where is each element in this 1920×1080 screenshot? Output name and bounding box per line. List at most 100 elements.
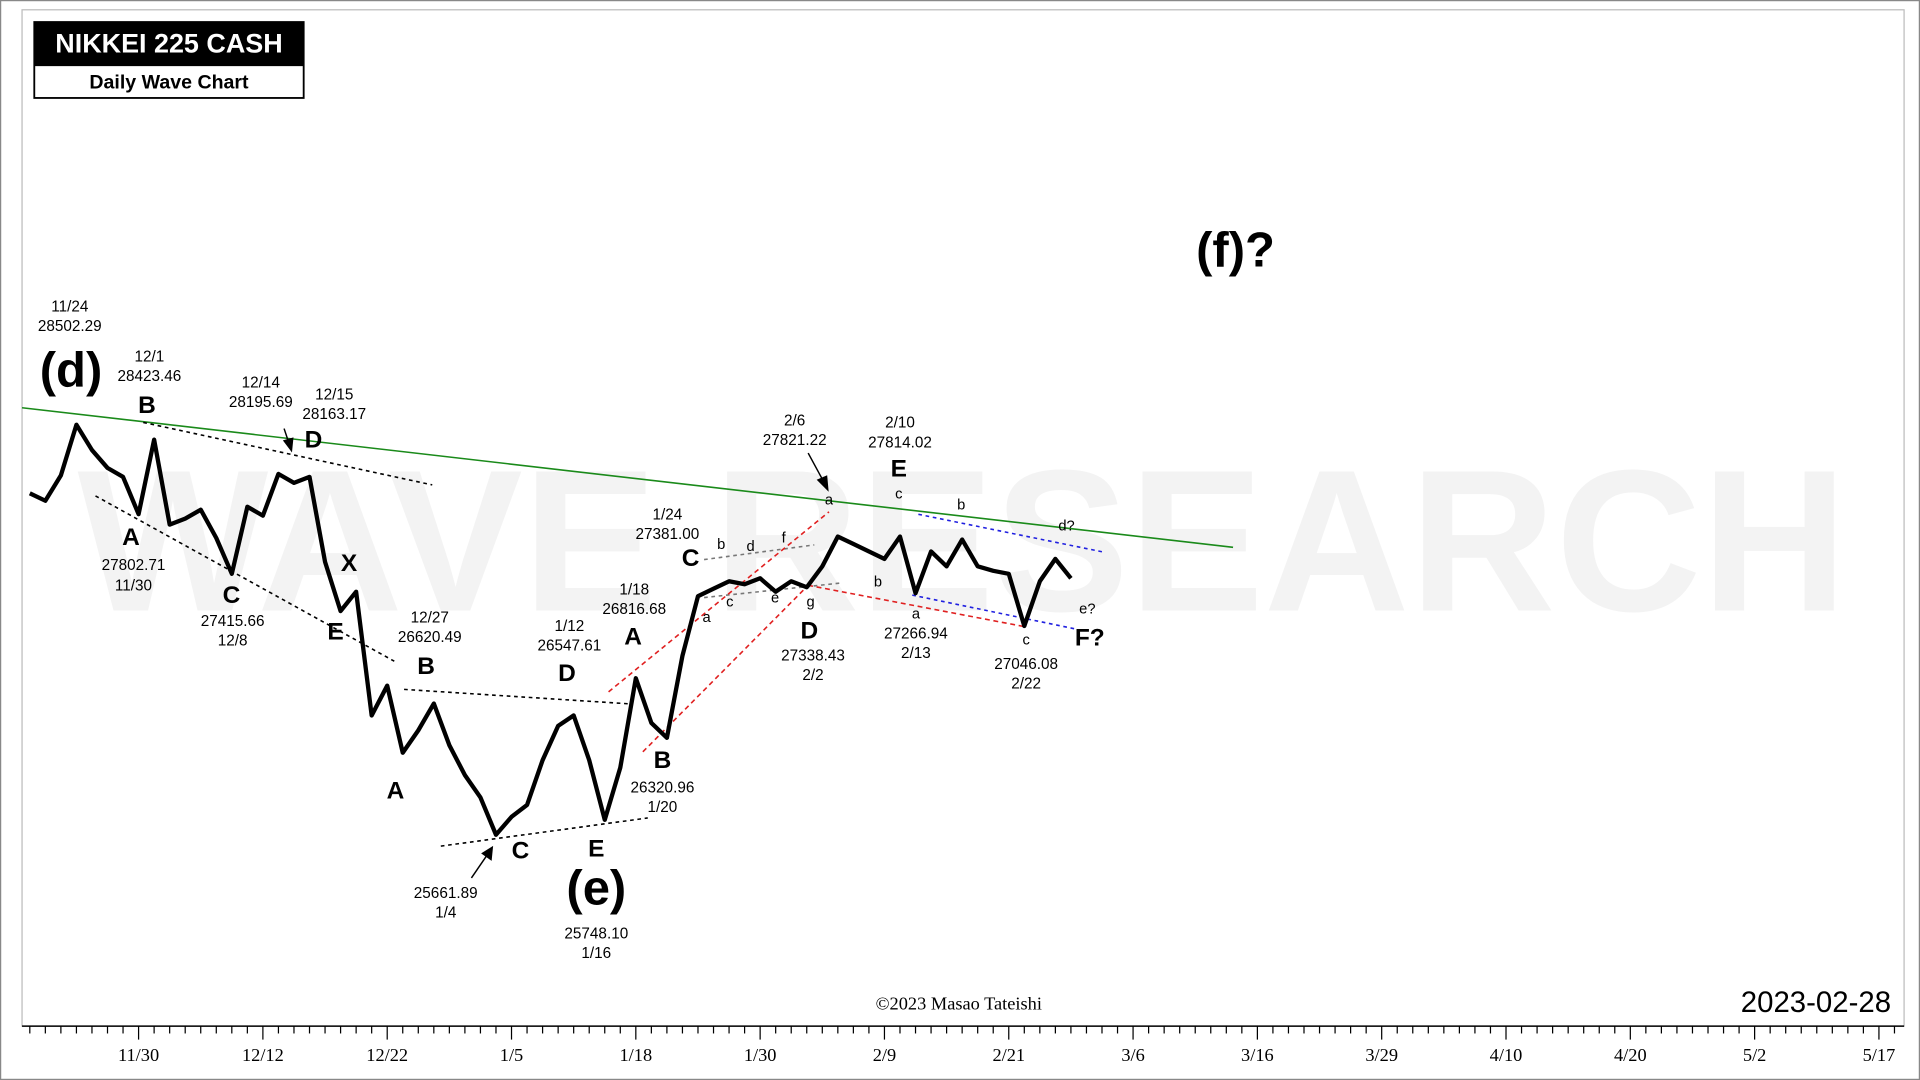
wave-label: D <box>558 660 576 687</box>
pointer-arrows <box>282 428 829 879</box>
sub-wave-label: b <box>874 575 882 591</box>
x-tick-label: 1/18 <box>620 1045 653 1065</box>
sub-wave-label: d? <box>1058 518 1074 534</box>
trend-line <box>912 594 1078 631</box>
sub-wave-label: c <box>1022 632 1029 648</box>
x-tick-label: 3/29 <box>1365 1045 1398 1065</box>
sub-wave-label: c <box>895 487 902 503</box>
annotation-value: 27821.22 <box>763 432 827 449</box>
sub-wave-label: e <box>771 591 779 607</box>
wave-label: B <box>138 392 156 419</box>
sub-wave-label: a <box>912 607 921 623</box>
annotation-date: 1/18 <box>619 581 649 598</box>
x-tick-label: 4/10 <box>1490 1045 1523 1065</box>
annotation-date: 1/24 <box>652 507 682 524</box>
arrow <box>470 854 488 879</box>
chart-title: NIKKEI 225 CASH <box>55 28 282 58</box>
arrow-head <box>282 437 294 453</box>
wave-label: C <box>223 582 241 609</box>
annotation-value: 27814.02 <box>868 434 932 451</box>
sub-wave-label: a <box>825 493 834 509</box>
annotation-value: 25748.10 <box>564 925 628 942</box>
arrow-head <box>816 475 829 492</box>
wave-label: A <box>122 524 140 551</box>
wave-label: B <box>417 653 435 680</box>
sub-wave-label: a <box>702 610 711 626</box>
annotation-date: 12/1 <box>134 349 164 366</box>
arrow-head <box>481 845 494 861</box>
x-tick-label: 3/6 <box>1121 1045 1144 1065</box>
trend-line <box>918 513 1105 554</box>
wave-label: A <box>624 623 642 650</box>
wave-label: (d) <box>40 343 103 397</box>
x-tick-label: 3/16 <box>1241 1045 1274 1065</box>
x-tick-label: 12/22 <box>366 1045 408 1065</box>
annotation-value: 28502.29 <box>38 318 102 335</box>
annotation-value: 25661.89 <box>414 885 478 902</box>
annotation-date: 2/10 <box>885 415 915 432</box>
x-tick-label: 5/2 <box>1743 1045 1766 1065</box>
annotation-date: 12/27 <box>411 609 449 626</box>
wave-label: B <box>654 747 672 774</box>
annotation-date: 2/6 <box>784 412 805 429</box>
date-stamp: 2023-02-28 <box>1741 986 1891 1019</box>
wave-label: (f)? <box>1196 223 1275 277</box>
annotation-date: 2/22 <box>1011 676 1041 693</box>
annotation-value: 27381.00 <box>635 526 699 543</box>
annotation-date: 1/12 <box>554 618 584 635</box>
annotation-date: 11/24 <box>51 298 89 315</box>
annotation-date: 2/2 <box>802 667 823 684</box>
price-line <box>28 422 1073 837</box>
x-tick-label: 2/21 <box>992 1045 1025 1065</box>
sub-wave-label: b <box>957 498 965 514</box>
annotation-value: 28163.17 <box>302 406 366 423</box>
trend-line <box>21 406 1234 549</box>
sub-wave-label: d <box>747 539 755 555</box>
sub-wave-label: f <box>782 531 787 547</box>
trend-line <box>808 584 1027 628</box>
annotation-value: 28195.69 <box>229 394 293 411</box>
wave-label: C <box>512 838 530 865</box>
annotation-value: 26547.61 <box>537 638 601 655</box>
annotation-value: 27266.94 <box>884 625 948 642</box>
annotation-value: 26320.96 <box>631 780 695 797</box>
annotation-value: 27802.71 <box>102 557 166 574</box>
wave-label: E <box>891 456 907 483</box>
title-band <box>34 22 304 67</box>
copyright: ©2023 Masao Tateishi <box>876 994 1042 1014</box>
wave-label: D <box>801 617 819 644</box>
wave-label: D <box>305 426 323 453</box>
x-tick-label: 2/9 <box>873 1045 896 1065</box>
annotation-date: 1/20 <box>648 799 678 816</box>
chart-subtitle: Daily Wave Chart <box>89 71 249 93</box>
annotation-date: 1/4 <box>435 905 457 922</box>
trend-line <box>143 421 433 486</box>
trend-line <box>95 495 395 662</box>
annotation-value: 26620.49 <box>398 629 462 646</box>
annotation-value: 27338.43 <box>781 647 845 664</box>
x-tick-label: 5/17 <box>1863 1045 1896 1065</box>
trend-line <box>404 688 634 705</box>
wave-label: A <box>387 778 405 805</box>
x-tick-label: 1/30 <box>744 1045 777 1065</box>
x-tick-label: 4/20 <box>1614 1045 1647 1065</box>
x-tick-label: 12/12 <box>242 1045 284 1065</box>
annotation-value: 27046.08 <box>994 656 1058 673</box>
annotation-date: 12/15 <box>315 387 353 404</box>
x-tick-label: 1/5 <box>500 1045 523 1065</box>
wave-label: E <box>327 619 343 646</box>
trend-line <box>440 817 648 847</box>
arrow <box>807 452 825 483</box>
sub-wave-label: c <box>726 594 733 610</box>
trend-line <box>608 511 830 693</box>
wave-label: F? <box>1075 625 1105 652</box>
annotation-date: 11/30 <box>115 578 152 595</box>
annotation-date: 2/13 <box>901 645 931 662</box>
annotation-date: 1/16 <box>581 945 611 962</box>
annotation-value: 26816.68 <box>602 601 666 618</box>
annotation-value: 27415.66 <box>201 613 265 630</box>
wave-label: X <box>341 550 358 577</box>
wave-label: C <box>682 545 700 572</box>
